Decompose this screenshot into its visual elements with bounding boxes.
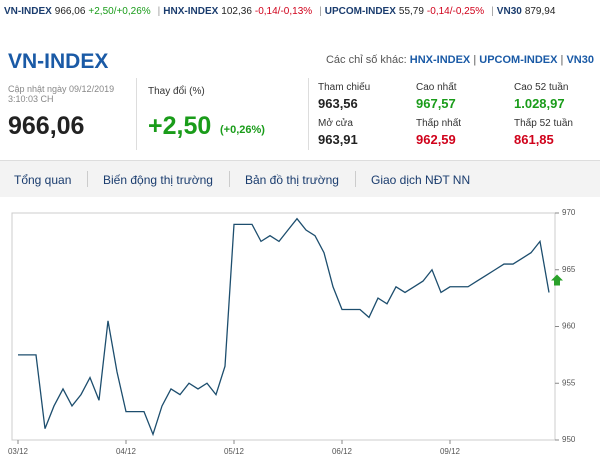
x-tick-label: 03/12 [8, 447, 29, 456]
ticker-price: 55,79 [398, 6, 424, 17]
stat-label: Cao nhất [416, 82, 457, 93]
stat-value: 963,56 [318, 96, 358, 111]
stat-label: Cao 52 tuần [514, 82, 569, 93]
updated: Cập nhật ngày 09/12/2019 [8, 84, 115, 94]
tab-divider [229, 171, 230, 187]
other-label: Các chỉ số khác: [325, 54, 407, 66]
up-arrow [551, 274, 563, 286]
stat-label: Thấp 52 tuần [514, 118, 573, 129]
ticker-price: 102,36 [221, 6, 252, 17]
change-pct: (+0,26%) [220, 124, 265, 136]
ticker-change: -0,14/-0,25% [426, 6, 485, 17]
y-tick-label: 965 [562, 265, 576, 274]
stat-label: Mở cửa [318, 118, 353, 129]
divider [308, 78, 309, 150]
y-tick-label: 955 [562, 378, 576, 387]
index-link[interactable]: HNX-INDEX [409, 54, 471, 66]
ticker-bar: VN-INDEX 966,06 +2,50/+0,26% | HNX-INDEX 102,… [4, 6, 558, 17]
ticker-name: UPCOM-INDEX [324, 6, 396, 17]
index-link[interactable]: VN30 [566, 54, 594, 66]
other-indices: Các chỉ số khác: HNX-INDEX | UPCOM-INDEX… [325, 54, 594, 66]
time: 3:10:03 CH [8, 94, 54, 104]
plot-frame [11, 212, 556, 441]
ticker-name: VN30 [496, 6, 522, 17]
y-tick-label: 960 [562, 322, 576, 331]
y-tick-label: 970 [562, 208, 576, 217]
separator: | [319, 6, 322, 17]
price: 966,06 [8, 112, 85, 140]
tab[interactable]: Tổng quan [14, 173, 72, 187]
divider [136, 78, 137, 150]
ticker-price: 879,94 [524, 6, 556, 17]
stat-value: 861,85 [514, 132, 554, 147]
x-tick-label: 06/12 [332, 447, 353, 456]
change-label: Thay đổi (%) [148, 86, 205, 97]
ticker-name: VN-INDEX [4, 6, 52, 17]
y-tick-label: 950 [562, 435, 576, 444]
ticker-price: 966,06 [54, 6, 86, 17]
tab-divider [355, 171, 356, 187]
chart: 950 955 960 965 970 03/12 04/12 05/12 06/12 09/12 [8, 208, 576, 456]
price-line [18, 217, 550, 437]
stat-label: Thấp nhất [416, 118, 462, 129]
stat-value: 962,59 [416, 132, 456, 147]
stat-value: 967,57 [416, 96, 456, 111]
change: +2,50 [148, 112, 212, 140]
x-tick-label: 05/12 [224, 447, 245, 456]
tab-bar: Tổng quan Biến động thị trường Bản đồ thị … [0, 160, 600, 197]
stat-value: 963,91 [318, 132, 358, 147]
tab[interactable]: Biến động thị trường [103, 173, 213, 187]
stat-value: 1.028,97 [514, 96, 565, 111]
x-tick-label: 04/12 [116, 447, 137, 456]
separator: | [491, 6, 494, 17]
ticker-name: HNX-INDEX [163, 6, 219, 17]
tab-divider [87, 171, 88, 187]
stat-label: Tham chiếu [318, 82, 371, 93]
separator: | [157, 6, 161, 17]
tab[interactable]: Bản đồ thị trường [245, 173, 339, 187]
x-tick-label: 09/12 [440, 447, 461, 456]
page-title: VN-INDEX [8, 50, 109, 73]
index-link[interactable]: UPCOM-INDEX [479, 54, 558, 66]
tab[interactable]: Giao dịch NĐT NN [371, 173, 471, 187]
ticker-change: -0,14/-0,13% [254, 6, 313, 17]
ticker-change: +2,50/+0,26% [88, 6, 151, 17]
